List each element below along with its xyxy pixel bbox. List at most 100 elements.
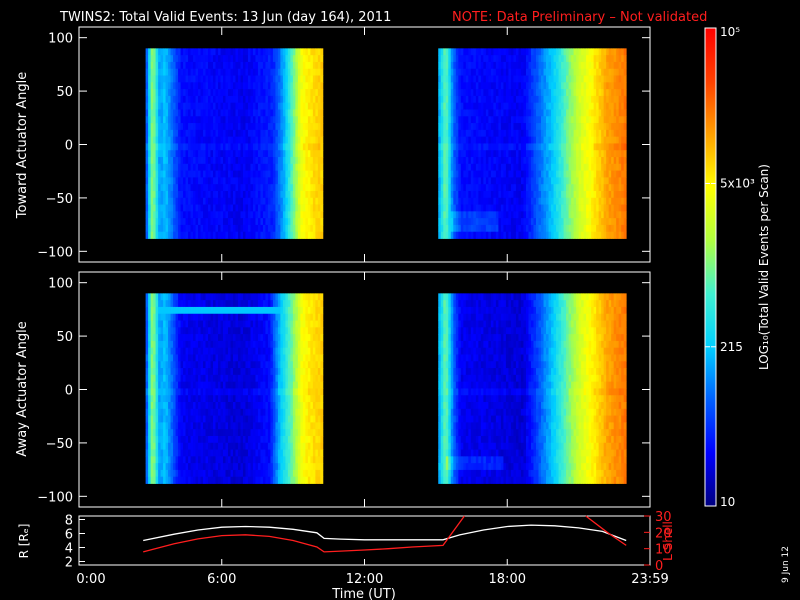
heatmap-cell xyxy=(538,129,542,138)
heatmap-cell xyxy=(190,129,194,138)
heatmap-cell xyxy=(277,197,281,205)
heatmap-cell xyxy=(315,61,319,70)
heatmap-cell xyxy=(548,150,552,158)
heatmap-cell xyxy=(300,68,304,76)
heatmap-cell xyxy=(500,204,504,212)
heatmap-cell xyxy=(165,102,169,110)
heatmap-cell xyxy=(180,89,184,97)
heatmap-cell xyxy=(591,204,595,212)
heatmap-cell xyxy=(490,197,494,205)
heatmap-cell xyxy=(546,75,549,83)
heatmap-cell xyxy=(455,150,459,158)
heatmap-cell xyxy=(213,340,216,349)
heatmap-cell xyxy=(173,75,176,83)
heatmap-cell xyxy=(237,95,241,104)
heatmap-cell xyxy=(158,224,161,233)
heatmap-cell xyxy=(598,197,602,205)
heatmap-cell xyxy=(145,231,149,239)
heatmap-cell xyxy=(270,48,274,56)
heatmap-cell xyxy=(203,218,206,226)
heatmap-cell xyxy=(262,68,266,76)
heatmap-cell xyxy=(292,123,296,131)
heatmap-cell xyxy=(215,381,219,389)
heatmap-cell xyxy=(205,204,209,212)
heatmap-cell xyxy=(170,82,174,90)
heatmap-cell xyxy=(440,95,444,104)
heatmap-cell xyxy=(165,402,169,410)
heatmap-cell xyxy=(148,163,152,171)
heatmap-cell xyxy=(510,82,514,90)
heatmap-cell xyxy=(153,361,157,369)
heatmap-cell xyxy=(158,55,161,63)
heatmap-cell xyxy=(541,102,544,110)
heatmap-cell xyxy=(183,435,186,444)
heatmap-cell xyxy=(450,129,454,138)
heatmap-cell xyxy=(193,320,196,328)
heatmap-cell xyxy=(623,157,627,165)
heatmap-cell xyxy=(523,61,527,70)
heatmap-cell xyxy=(275,95,279,104)
heatmap-cell xyxy=(158,82,161,90)
heatmap-cell xyxy=(195,211,199,219)
heatmap-cell xyxy=(215,102,219,110)
heatmap-cell xyxy=(608,190,612,199)
heatmap-cell xyxy=(498,68,502,76)
heatmap-cell xyxy=(252,211,256,219)
heatmap-cell xyxy=(160,102,164,110)
heatmap-cell xyxy=(445,177,449,185)
heatmap-cell xyxy=(150,163,154,171)
heatmap-cell xyxy=(175,55,179,63)
heatmap-cell xyxy=(480,116,484,124)
heatmap-cell xyxy=(198,361,201,369)
heatmap-cell xyxy=(213,163,216,171)
heatmap-cell xyxy=(473,75,477,83)
heatmap-cell xyxy=(175,340,179,349)
heatmap-cell xyxy=(173,374,176,383)
heatmap-cell xyxy=(315,109,319,117)
heatmap-cell xyxy=(153,435,157,444)
heatmap-cell xyxy=(573,177,577,185)
heatmap-cell xyxy=(608,224,612,233)
heatmap-cell xyxy=(213,82,216,90)
heatmap-cell xyxy=(320,204,324,212)
heatmap-cell xyxy=(178,469,181,478)
heatmap-cell xyxy=(623,231,627,239)
heatmap-cell xyxy=(588,75,592,83)
heatmap-cell xyxy=(546,150,549,158)
heatmap-cell xyxy=(591,218,595,226)
heatmap-cell xyxy=(208,204,211,212)
heatmap-cell xyxy=(465,231,469,239)
heatmap-cell xyxy=(566,136,569,144)
heatmap-cell xyxy=(148,442,152,450)
heatmap-cell xyxy=(465,68,469,76)
heatmap-cell xyxy=(242,197,246,205)
heatmap-cell xyxy=(210,75,214,83)
heatmap-cell xyxy=(586,218,590,226)
heatmap-cell xyxy=(581,116,585,124)
heatmap-cell xyxy=(510,204,514,212)
heatmap-cell xyxy=(148,300,152,308)
heatmap-cell xyxy=(463,102,467,110)
heatmap-cell xyxy=(548,82,552,90)
heatmap-cell xyxy=(508,231,512,239)
heatmap-cell xyxy=(571,170,574,178)
heatmap-cell xyxy=(490,89,494,97)
heatmap-cell xyxy=(272,204,276,212)
heatmap-cell xyxy=(203,415,206,423)
heatmap-cell xyxy=(247,109,251,117)
heatmap-cell xyxy=(541,197,544,205)
heatmap-cell xyxy=(297,204,301,212)
heatmap-cell xyxy=(155,429,159,437)
heatmap-cell xyxy=(150,157,154,165)
heatmap-cell xyxy=(155,102,159,110)
heatmap-cell xyxy=(175,402,179,410)
heatmap-cell xyxy=(270,109,274,117)
heatmap-cell xyxy=(175,300,179,308)
heatmap-cell xyxy=(242,95,246,104)
heatmap-cell xyxy=(586,95,590,104)
heatmap-cell xyxy=(460,150,464,158)
heatmap-cell xyxy=(295,150,299,158)
heatmap-cell xyxy=(591,190,595,199)
heatmap-cell xyxy=(285,55,289,63)
heatmap-cell xyxy=(148,211,152,219)
